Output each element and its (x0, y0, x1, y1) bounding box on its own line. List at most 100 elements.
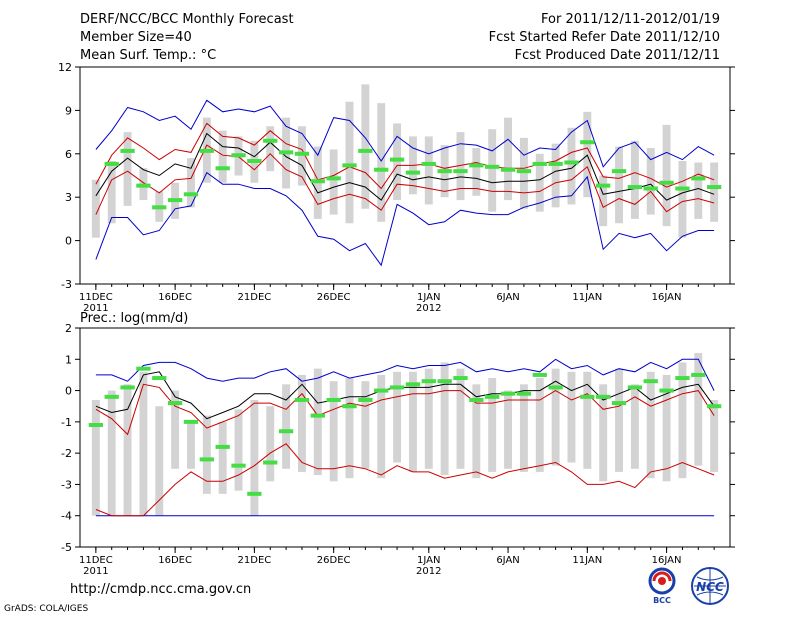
obs-marker (627, 385, 643, 390)
obs-marker (691, 176, 706, 181)
ensemble-box (504, 117, 513, 201)
ensemble-box (123, 132, 132, 206)
obs-marker (310, 179, 325, 184)
ncc-logo-text: NCC (696, 580, 724, 594)
obs-marker (136, 183, 151, 188)
obs-marker (215, 444, 230, 449)
ensemble-box (424, 368, 433, 469)
ensemble-box (187, 158, 195, 208)
obs-marker (596, 183, 611, 188)
x-tick-label: 16JAN (652, 555, 682, 566)
ensemble-box (107, 161, 116, 224)
obs-marker (294, 397, 310, 402)
ensemble-box (456, 132, 465, 201)
ensemble-box (488, 129, 497, 212)
x-tick-label: 11JAN (572, 292, 602, 303)
y-tick-label: 6 (65, 148, 72, 161)
obs-marker (120, 385, 135, 390)
y-tick-label: -5 (61, 541, 72, 554)
member-size-label: Member Size=40 (80, 30, 192, 45)
obs-marker (659, 388, 674, 393)
ncc-logo: NCC (691, 567, 729, 605)
ensemble-box (583, 371, 592, 469)
ensemble-box (551, 143, 560, 208)
website-url[interactable]: http://cmdp.ncc.cma.gov.cn (70, 582, 252, 597)
ensemble-box (488, 378, 497, 472)
ensemble-box (329, 149, 338, 215)
obs-marker (120, 148, 135, 153)
ensemble-box (630, 384, 639, 469)
obs-marker (136, 366, 151, 371)
obs-marker (707, 404, 722, 409)
obs-marker (358, 148, 373, 153)
x-tick-label: 16DEC (158, 292, 192, 303)
plot-frame (79, 327, 731, 548)
ensemble-box (91, 179, 100, 238)
obs-marker (548, 161, 563, 166)
series-min-line (95, 171, 715, 267)
ensemble-box (519, 137, 528, 209)
obs-marker (437, 379, 452, 384)
ensemble-box (694, 162, 703, 219)
obs-marker (469, 397, 484, 402)
ensemble-box (139, 371, 148, 516)
y-tick-label: -2 (61, 447, 72, 460)
obs-marker (310, 413, 325, 418)
obs-marker (421, 379, 436, 384)
obs-marker (516, 169, 532, 174)
ensemble-box (250, 399, 259, 516)
obs-marker (580, 140, 595, 145)
ensemble-box (329, 381, 338, 482)
ensemble-box (440, 362, 449, 476)
obs-marker (199, 148, 214, 153)
y-tick-label: 1 (65, 353, 72, 366)
ensemble-box (710, 399, 719, 472)
x-tick-label: 16DEC (158, 555, 192, 566)
x-tick-label: 1JAN (417, 555, 440, 566)
obs-marker (405, 170, 421, 175)
ensemble-box (535, 153, 544, 212)
ensemble-box (662, 124, 671, 227)
x-tick-sublabel: 2012 (416, 566, 441, 577)
ensemble-box (234, 409, 243, 491)
ensemble-box (615, 368, 623, 472)
obs-marker (342, 404, 357, 409)
plot-frame (79, 66, 731, 285)
obs-marker (691, 372, 706, 377)
obs-marker (389, 385, 405, 390)
ensemble-box (155, 406, 164, 516)
series-upper-line (95, 383, 715, 436)
ensemble-box (535, 378, 544, 472)
ensemble-box (662, 374, 671, 482)
obs-marker (453, 376, 468, 381)
ensemble-box (377, 103, 386, 222)
obs-marker (453, 169, 468, 174)
series-upper-line (95, 122, 715, 190)
obs-marker (675, 186, 690, 191)
obs-marker (611, 401, 627, 406)
obs-marker (278, 150, 294, 155)
x-tick-sublabel: 2011 (83, 566, 108, 577)
obs-marker (342, 163, 357, 168)
forecast-period: For 2011/12/11-2012/01/19 (541, 12, 720, 27)
ensemble-box (393, 371, 402, 463)
ensemble-box (107, 390, 116, 516)
x-tick-sublabel: 2012 (416, 303, 441, 314)
ensemble-box (361, 381, 370, 469)
bcc-logo: BCC (648, 567, 676, 605)
x-tick-label: 1JAN (417, 292, 440, 303)
series-mean-line (95, 132, 715, 201)
obs-marker (389, 157, 405, 162)
ensemble-box (630, 140, 639, 219)
series-mean-line (95, 371, 715, 420)
obs-marker (247, 491, 262, 496)
obs-marker (152, 376, 167, 381)
obs-marker (167, 401, 183, 406)
ensemble-box (567, 371, 576, 463)
obs-marker (485, 394, 500, 399)
ensemble-box (678, 161, 687, 238)
obs-marker (247, 159, 262, 164)
obs-marker (152, 205, 167, 210)
obs-marker (532, 372, 547, 377)
y-tick-label: -3 (61, 278, 72, 291)
